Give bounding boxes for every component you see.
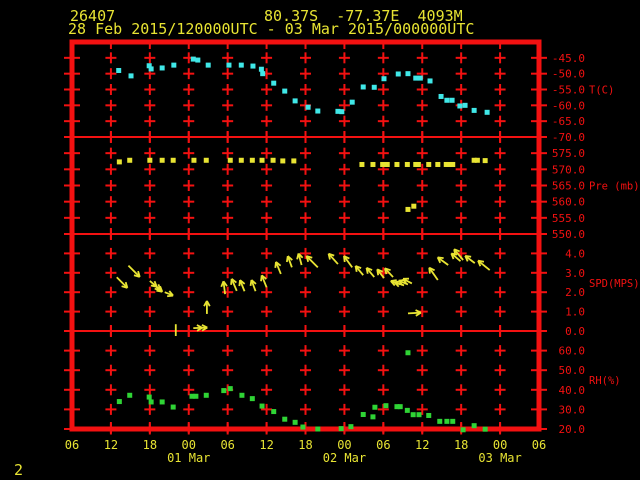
svg-text:Pre (mb): Pre (mb) [589,181,640,193]
svg-text:12: 12 [259,438,273,452]
svg-text:570.0: 570.0 [552,163,585,176]
svg-text:18: 18 [298,438,312,452]
svg-text:-70.0: -70.0 [552,131,585,144]
svg-text:06: 06 [376,438,390,452]
svg-text:4.0: 4.0 [565,247,585,260]
svg-text:1.0: 1.0 [565,306,585,319]
svg-text:565.0: 565.0 [552,180,585,193]
svg-text:2.0: 2.0 [565,286,585,299]
x-axis-labels: 06 12 18 00 06 12 18 00 06 12 18 00 06 01 Mar 02 Mar 03… [65,438,546,465]
svg-text:575.0: 575.0 [552,147,585,160]
svg-text:02 Mar: 02 Mar [323,451,366,465]
svg-text:3.0: 3.0 [565,267,585,280]
svg-text:-50.0: -50.0 [552,68,585,81]
station-id: 26407 [70,7,116,25]
svg-text:-65.0: -65.0 [552,115,585,128]
svg-text:06: 06 [220,438,234,452]
time-range: 28 Feb 2015/120000UTC - 03 Mar 2015/0000… [68,20,475,38]
svg-text:-55.0: -55.0 [552,84,585,97]
svg-text:18: 18 [454,438,468,452]
temperature-series [116,56,490,115]
pressure-series [116,157,488,212]
svg-text:-60.0: -60.0 [552,99,585,112]
svg-text:560.0: 560.0 [552,196,585,209]
footer-note: 2 [14,461,24,479]
svg-text:60.0: 60.0 [559,345,586,358]
svg-text:06: 06 [65,438,79,452]
svg-text:RH(%): RH(%) [589,375,621,387]
svg-text:18: 18 [143,438,157,452]
svg-text:50.0: 50.0 [559,364,586,377]
svg-text:06: 06 [532,438,546,452]
svg-text:40.0: 40.0 [559,384,586,397]
svg-text:550.0: 550.0 [552,228,585,241]
svg-text:01 Mar: 01 Mar [167,451,210,465]
grid-marks [64,41,547,435]
plot-border [69,39,542,432]
svg-text:00: 00 [337,438,351,452]
svg-text:12: 12 [104,438,118,452]
svg-text:0.0: 0.0 [565,325,585,338]
y-axis-labels: -45.0 -50.0 -55.0 -60.0 -65.0 -70.0 T(C) 575.0 5… [552,52,640,436]
svg-text:555.0: 555.0 [552,212,585,225]
svg-text:-45.0: -45.0 [552,52,585,65]
svg-text:12: 12 [415,438,429,452]
svg-text:03 Mar: 03 Mar [478,451,521,465]
wind-arrow-series [116,248,491,336]
svg-text:SPD(MPS): SPD(MPS) [589,278,640,290]
svg-text:30.0: 30.0 [559,403,586,416]
svg-text:00: 00 [493,438,507,452]
svg-text:20.0: 20.0 [559,423,586,436]
humidity-series [116,350,488,433]
svg-text:00: 00 [182,438,196,452]
station-location: 80.37S -77.37E 4093M [264,7,463,25]
svg-text:T(C): T(C) [589,85,614,97]
